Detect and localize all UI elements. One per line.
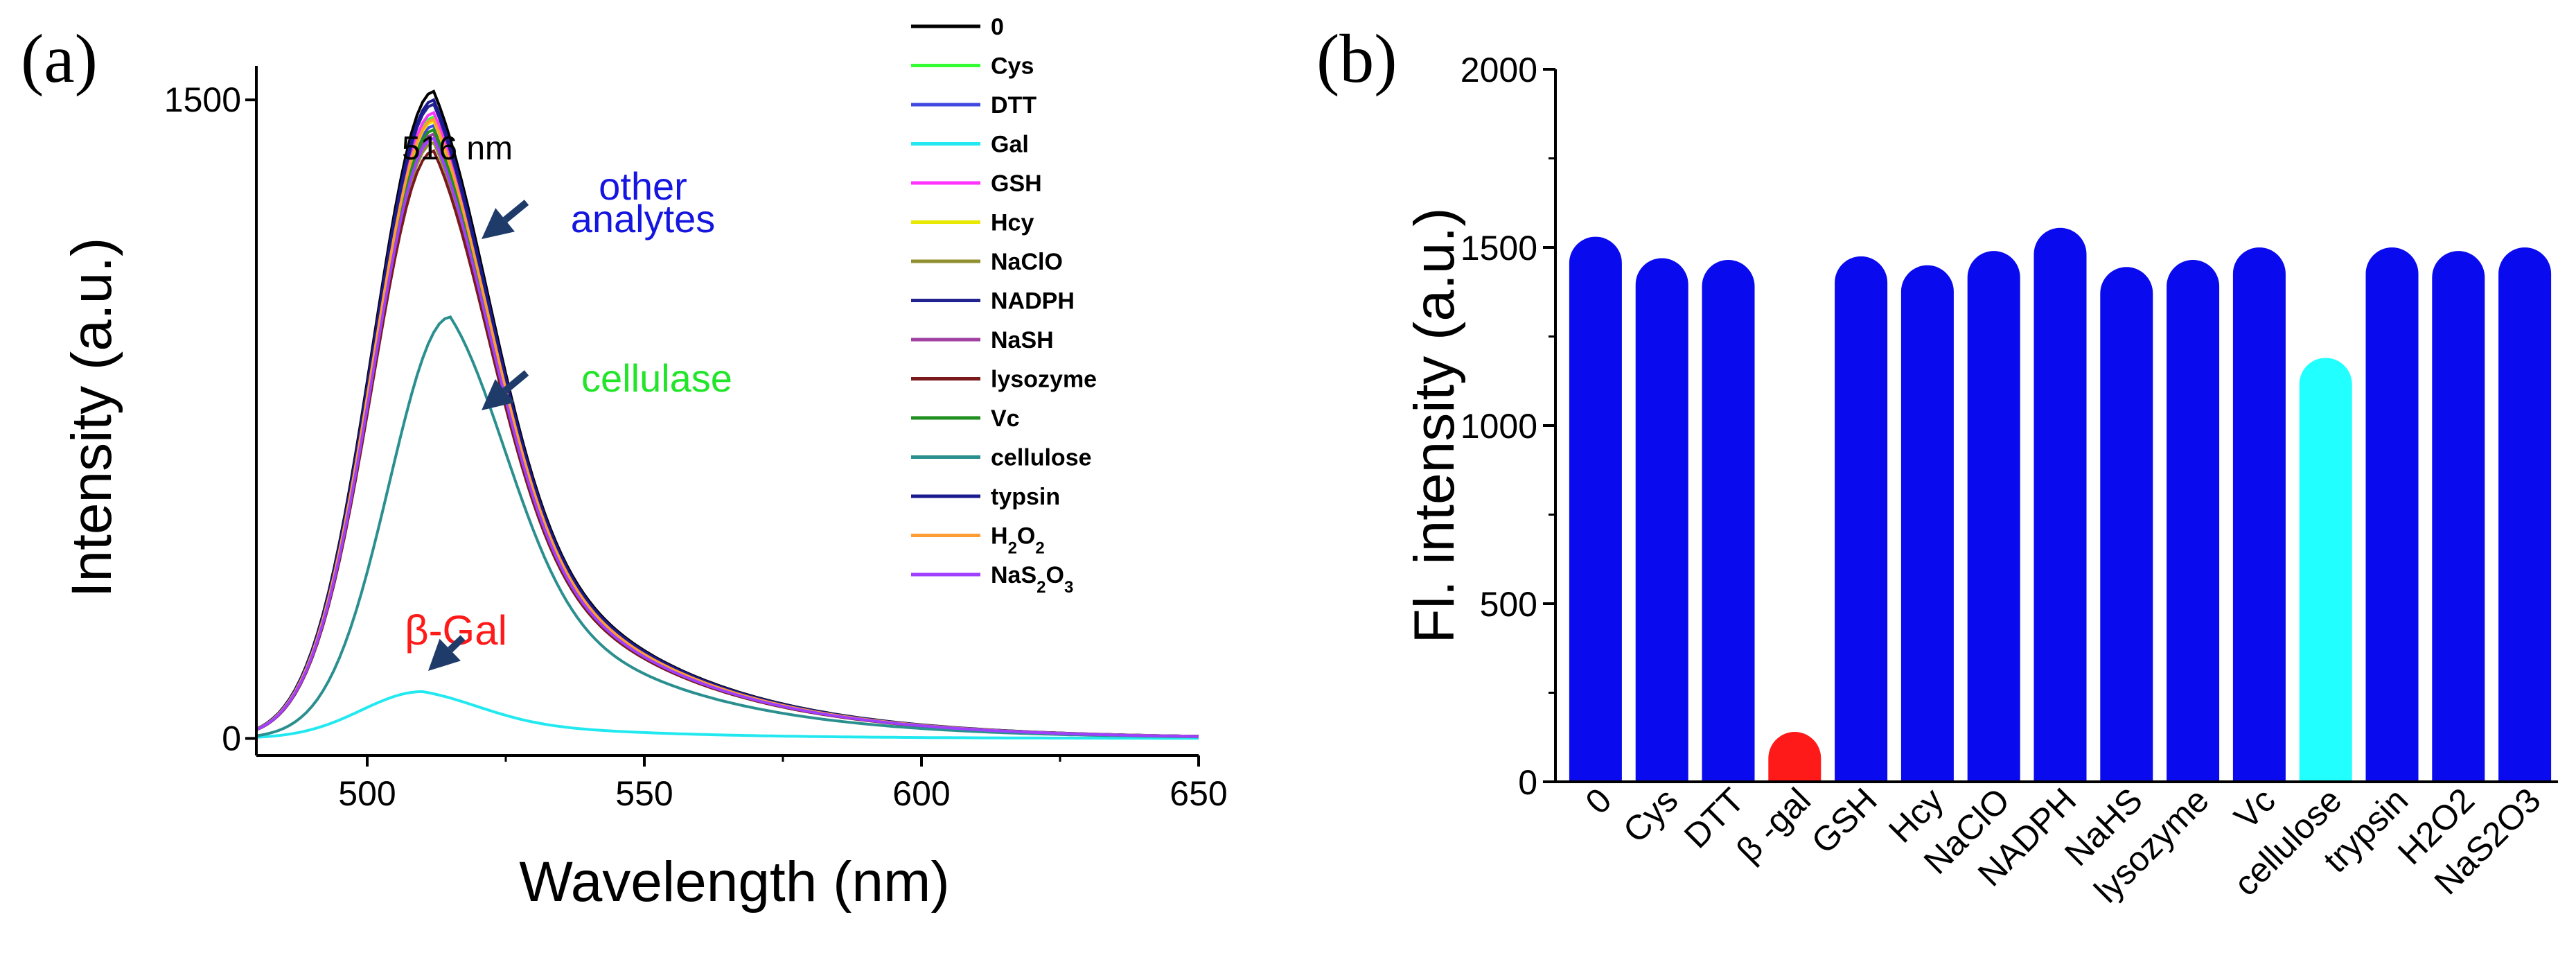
x-tick-label: 500 — [338, 774, 396, 813]
bar-0 — [1569, 236, 1622, 782]
bars — [1569, 227, 2552, 782]
legend-label: Gal — [991, 132, 1029, 158]
arrow-other-analytes-head — [482, 208, 515, 239]
bar-Cys — [1635, 258, 1688, 782]
annotation-analytes: analytes — [571, 197, 716, 240]
legend-label: cellulose — [991, 445, 1092, 471]
bar-Vc — [2232, 247, 2286, 782]
y-tick-label: 1000 — [1461, 407, 1537, 446]
legend-label: NaS2O3 — [991, 562, 1073, 597]
panel-a-line-chart: (a) 500 550 600 650 0 1500 Wavelength (nm) Inte… — [21, 14, 1228, 913]
y-axis-title: Fl. intensity (a.u.) — [1403, 208, 1466, 644]
legend-label: GSH — [991, 170, 1042, 197]
bar-NADPH — [2034, 227, 2087, 782]
bar-NaHS — [2100, 267, 2153, 782]
bar-NaS2O3 — [2498, 247, 2552, 782]
bar-Hcy — [1900, 265, 1954, 782]
spectrum-NaS2O3 — [256, 136, 1199, 738]
x-tick-label: Cys — [1616, 780, 1685, 850]
y-tick-label: 0 — [222, 719, 241, 758]
legend-label: NaSH — [991, 327, 1054, 353]
legend-label: Hcy — [991, 210, 1034, 236]
peak-label: 516 nm — [402, 130, 513, 167]
panel-a-axes: 500 550 600 650 0 1500 Wavelength (nm) Intensit… — [60, 66, 1228, 913]
x-tick-label: 0 — [1578, 780, 1618, 821]
arrow-beta-gal-head — [428, 638, 461, 671]
y-tick-label: 500 — [1480, 585, 1537, 624]
bar-H2O2 — [2432, 251, 2485, 782]
y-tick-label: 0 — [1518, 763, 1537, 802]
legend-label: typsin — [991, 484, 1060, 510]
bar-trypsin — [2365, 247, 2419, 782]
spectrum-Gal — [256, 690, 1199, 740]
y-tick-label: 1500 — [1461, 229, 1537, 268]
spectrum-typsin — [256, 98, 1199, 738]
arrow-other-analytes-shaft — [502, 200, 529, 223]
y-tick-label: 2000 — [1461, 51, 1537, 89]
panel-a-legend: 0 Cys DTT Gal GSH Hcy NaClO NADPH NaSH lysozyme Vc… — [911, 14, 1097, 597]
legend-label: Vc — [991, 405, 1020, 432]
legend-label: lysozyme — [991, 367, 1097, 393]
x-axis-title: Wavelength (nm) — [519, 850, 949, 913]
spectrum-0 — [256, 89, 1199, 738]
panel-a-label: (a) — [21, 20, 98, 97]
arrow-cellulase-shaft — [502, 370, 529, 394]
bar-DTT — [1702, 259, 1755, 782]
legend-label: DTT — [991, 92, 1036, 119]
bar-GSH — [1835, 256, 1888, 782]
legend-label: NADPH — [991, 288, 1075, 315]
y-axis-title: Intensity (a.u.) — [60, 238, 123, 598]
arrow-cellulase-head — [482, 378, 515, 410]
x-tick-label: GSH — [1804, 780, 1885, 861]
x-tick-label: 550 — [615, 774, 673, 813]
legend-label: NaClO — [991, 249, 1063, 275]
x-tick-label: 650 — [1170, 774, 1227, 813]
arrow-beta-gal-shaft — [448, 635, 466, 653]
legend-label: Cys — [991, 53, 1034, 80]
x-tick-label: β -gal — [1729, 780, 1818, 870]
y-tick-label: 1500 — [164, 80, 241, 119]
legend-label: 0 — [991, 14, 1004, 40]
bar-lysozyme — [2167, 259, 2220, 782]
bar-NaClO — [1967, 251, 2020, 782]
x-tick-label: 600 — [892, 774, 950, 813]
annotation-other: other — [599, 164, 687, 208]
bar-β -gal — [1768, 732, 1821, 782]
bar-cellulose — [2299, 358, 2352, 782]
legend-label: H2O2 — [991, 523, 1045, 558]
annotation-cellulase: cellulase — [581, 356, 732, 400]
panel-b-label: (b) — [1316, 20, 1397, 97]
spectra-curves — [256, 89, 1199, 740]
spectrum-H2O2 — [256, 117, 1199, 738]
